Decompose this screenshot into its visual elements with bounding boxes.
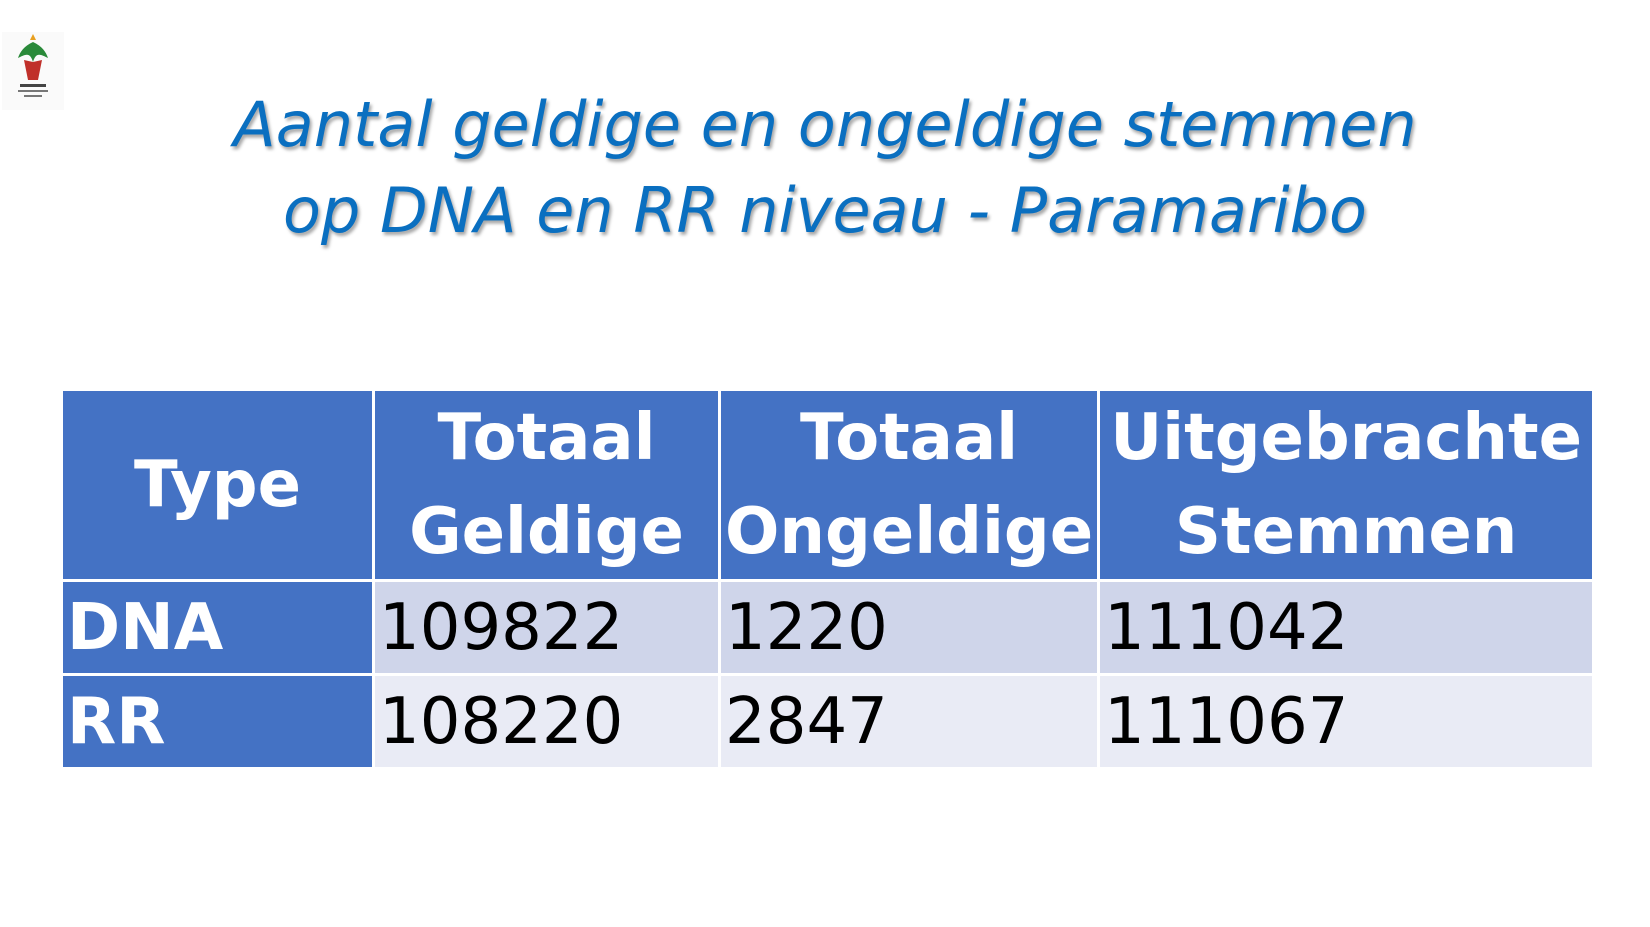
header-cell: Totaal Geldige <box>372 388 721 582</box>
header-cell: Uitgebrachte Stemmen <box>1097 388 1596 582</box>
cell: 108220 <box>372 673 721 770</box>
type-cell: DNA <box>60 579 375 676</box>
cell: 109822 <box>372 579 721 676</box>
table: Type Totaal Geldige Totaal Ongeldige Uit… <box>60 388 1596 770</box>
cell: 2847 <box>717 673 1101 770</box>
row: RR 108220 2847 111067 <box>60 673 1596 770</box>
type-cell: RR <box>60 673 375 770</box>
cell: 1220 <box>717 579 1101 676</box>
title-line: Aantal geldige en ongeldige stemmen <box>233 88 1417 161</box>
title: Aantal geldige en ongeldige stemmen op D… <box>0 82 1650 254</box>
header-row: Type Totaal Geldige Totaal Ongeldige Uit… <box>60 388 1596 582</box>
logo <box>2 32 64 110</box>
cell: 111067 <box>1097 673 1596 770</box>
title-line: op DNA en RR niveau - Paramaribo <box>283 174 1367 247</box>
cell: 111042 <box>1097 579 1596 676</box>
header-cell: Totaal Ongeldige <box>717 388 1101 582</box>
row: DNA 109822 1220 111042 <box>60 579 1596 676</box>
header-cell: Type <box>60 388 375 582</box>
